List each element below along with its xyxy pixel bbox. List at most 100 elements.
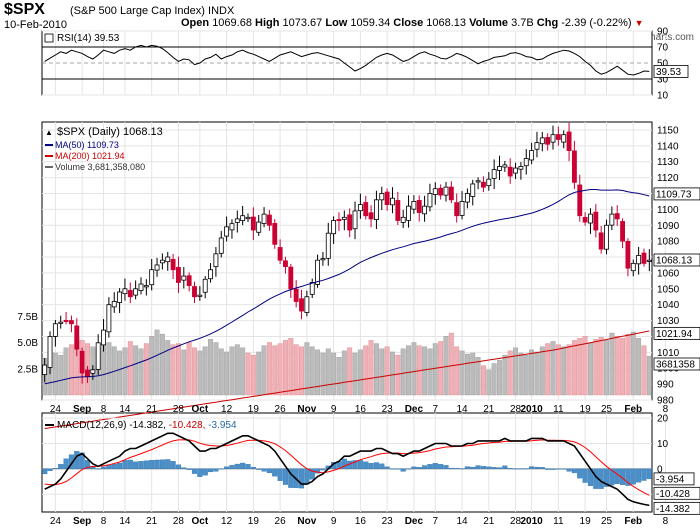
x-tick-label-bottom: 25 <box>601 516 613 527</box>
candle-body <box>240 215 246 222</box>
volume-bar <box>368 340 374 396</box>
x-tick-label: Oct <box>192 404 209 415</box>
macd-histogram-bar <box>464 466 470 469</box>
candle-body <box>454 202 460 217</box>
macd-histogram-bar <box>603 468 610 487</box>
macd-value-label-box <box>653 501 700 515</box>
candle-body <box>614 213 620 220</box>
volume-bar <box>588 342 593 396</box>
rsi-current-label: 39.53 <box>656 67 681 78</box>
volume-bar <box>159 333 165 396</box>
macd-histogram-bar <box>561 468 567 470</box>
candle-body <box>165 256 171 263</box>
candle-body <box>598 232 604 250</box>
volume-bar <box>234 344 240 396</box>
volume-bar <box>143 343 149 396</box>
price-tick-label: 990 <box>657 380 674 391</box>
x-tick-label: 28 <box>173 404 185 415</box>
macd-histogram-bar <box>636 468 642 483</box>
candle-body <box>304 296 310 313</box>
macd-histogram-bar <box>363 461 369 469</box>
volume-bar <box>181 349 187 396</box>
volume-bar <box>202 346 208 396</box>
price-tick-label: 1040 <box>657 300 680 311</box>
macd-histogram-bar <box>304 468 310 485</box>
macd-histogram-bar <box>288 468 294 488</box>
volume-bar <box>213 342 219 396</box>
candle-body <box>571 150 577 183</box>
macd-histogram-bar <box>127 459 133 469</box>
macd-histogram-bar <box>507 468 513 469</box>
candle-body <box>192 286 197 298</box>
x-tick-label: 23 <box>382 404 394 415</box>
ma50-line <box>44 189 650 385</box>
candle-body <box>133 288 139 296</box>
x-tick-label: 19 <box>580 404 592 415</box>
macd-histogram-bar <box>234 463 240 469</box>
volume-bar <box>106 342 112 396</box>
macd-histogram-bar <box>159 459 165 469</box>
candle-body <box>143 285 149 288</box>
x-tick-label-bottom: 23 <box>382 516 394 527</box>
close-value-label: 1068.13 <box>656 255 693 266</box>
macd-histogram-bar <box>432 463 438 469</box>
volume-bar <box>454 346 460 396</box>
x-tick-label-bottom: 8 <box>101 516 107 527</box>
macd-histogram-bar <box>523 468 529 470</box>
volume-bar <box>224 351 230 396</box>
macd-histogram-bar <box>582 468 588 483</box>
candle-body <box>325 232 331 259</box>
macd-histogram-bar <box>448 467 454 469</box>
candle-body <box>491 169 497 179</box>
candle-body <box>283 260 288 267</box>
volume-bar <box>357 349 363 396</box>
x-tick-label-bottom: 16 <box>355 516 367 527</box>
macd-histogram-bar <box>138 461 144 469</box>
x-tick-label-bottom: 8 <box>663 516 669 527</box>
volume-bar <box>325 348 331 396</box>
candle-body <box>475 180 481 183</box>
candle-body <box>261 213 267 224</box>
volume-bar <box>555 344 561 396</box>
rsi-line <box>44 44 650 76</box>
volume-tick-label: 5.0B <box>17 338 38 349</box>
x-tick-label: 21 <box>483 404 495 415</box>
candle-body <box>122 288 128 295</box>
candle-body <box>630 262 636 272</box>
low-value: 1059.34 <box>350 17 391 29</box>
candle-body <box>422 205 428 215</box>
candle-body <box>577 184 583 217</box>
index-full-name: (S&P 500 Large Cap Index) <box>70 5 205 17</box>
volume-bar <box>395 354 401 396</box>
volume-bar <box>523 354 529 396</box>
quote-date: 10-Feb-2010 <box>4 19 67 31</box>
macd-histogram-bar <box>213 468 219 472</box>
volume-bar <box>604 340 609 396</box>
candle-body <box>588 213 593 224</box>
x-tick-label-bottom: 9 <box>331 516 337 527</box>
volume-bar <box>315 349 321 396</box>
volume-bar <box>529 349 535 396</box>
candle-body <box>42 364 48 375</box>
price-tick-label: 1090 <box>657 221 680 232</box>
x-tick-label: 7 <box>433 404 439 415</box>
volume-bar <box>373 343 379 396</box>
price-tick-label: 1010 <box>657 348 680 359</box>
candle-body <box>309 282 315 295</box>
candle-body <box>245 216 251 220</box>
x-tick-label-bottom: Sep <box>73 516 91 527</box>
candle-body <box>299 298 304 312</box>
volume-bar <box>646 355 652 396</box>
macd-histogram-bar <box>170 461 176 469</box>
candle-body <box>74 325 80 350</box>
volume-bar <box>475 357 481 396</box>
candle-body <box>352 210 358 230</box>
candle-body <box>170 258 176 271</box>
candle-body <box>427 193 433 208</box>
macd-hist-label: -3.954 <box>656 474 685 485</box>
volume-bar <box>117 350 123 396</box>
volume-bar <box>363 345 369 396</box>
ma200-value-label: 1021.94 <box>656 329 693 340</box>
volume-bar <box>641 345 647 396</box>
